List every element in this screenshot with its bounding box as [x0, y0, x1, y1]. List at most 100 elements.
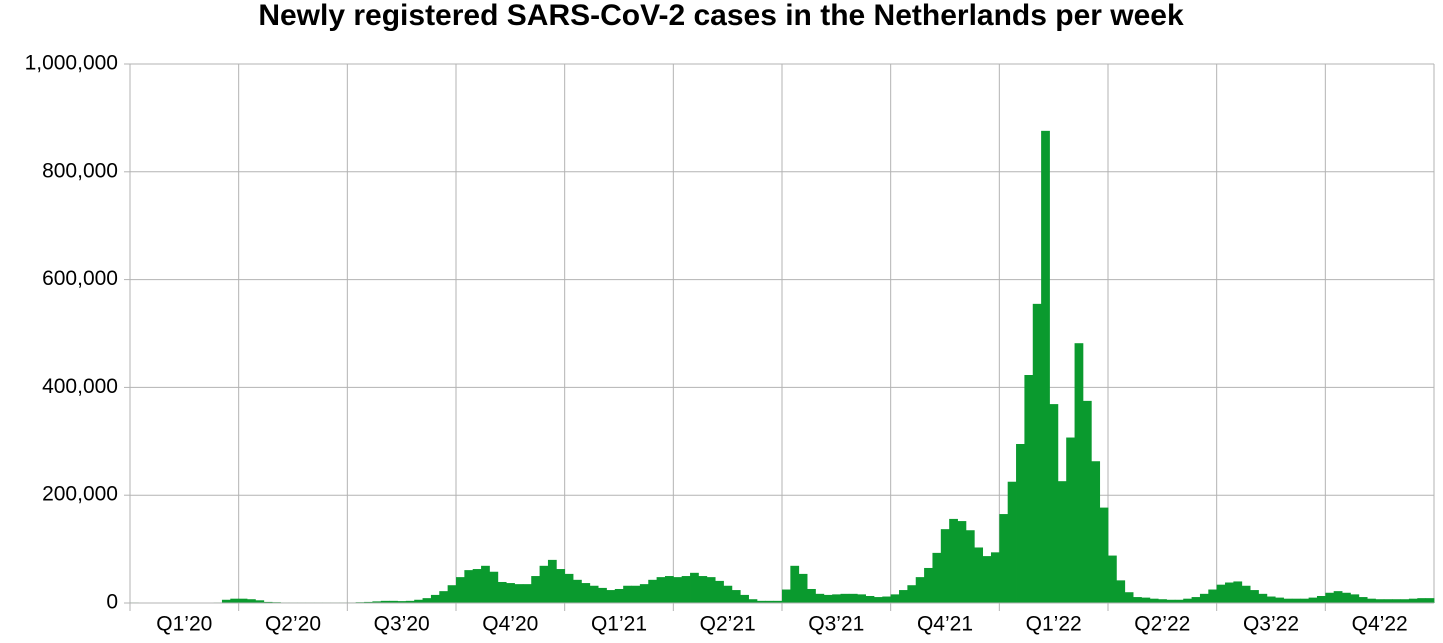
bar	[1250, 590, 1259, 603]
bar	[1350, 594, 1360, 603]
bar	[1308, 597, 1318, 603]
bar	[648, 579, 658, 603]
bar	[1066, 437, 1075, 603]
x-tick-label: Q1’20	[156, 613, 212, 636]
bar	[1041, 130, 1050, 603]
bar	[1199, 593, 1209, 603]
y-tick-label: 0	[106, 591, 118, 614]
bar	[656, 577, 666, 603]
bar	[873, 597, 883, 603]
bar	[430, 594, 440, 603]
bar	[907, 585, 917, 603]
bar	[664, 576, 674, 603]
chart-title: Newly registered SARS-CoV-2 cases in the…	[258, 0, 1184, 32]
bar	[1291, 598, 1301, 603]
bar	[840, 593, 850, 603]
bar	[439, 591, 449, 603]
x-tick-label: Q1’22	[1026, 613, 1082, 636]
bar	[1333, 591, 1343, 603]
x-tick-label: Q1’21	[591, 613, 647, 636]
bar	[364, 601, 373, 603]
bar	[740, 594, 749, 603]
bar	[514, 584, 524, 603]
bar	[614, 588, 624, 603]
bar	[848, 593, 858, 603]
bar	[414, 599, 423, 603]
bar	[1283, 598, 1293, 603]
bar	[564, 573, 574, 603]
bar	[631, 585, 641, 603]
bar	[1417, 598, 1427, 603]
bar	[1316, 595, 1326, 603]
bar	[1091, 461, 1101, 603]
bar	[1191, 597, 1201, 603]
bar	[715, 580, 724, 603]
bar	[263, 601, 273, 603]
bar	[899, 590, 908, 603]
bar	[389, 600, 398, 603]
bar	[1358, 597, 1368, 603]
bar	[698, 576, 708, 603]
bar	[1057, 481, 1067, 603]
bar	[924, 567, 933, 603]
bar	[464, 570, 474, 603]
bar	[882, 596, 892, 603]
bar	[1174, 599, 1184, 603]
bar	[581, 583, 591, 603]
y-tick-label: 200,000	[42, 483, 118, 506]
bar	[1275, 597, 1284, 603]
bar	[255, 600, 265, 603]
bar	[857, 594, 866, 603]
y-tick-label: 1,000,000	[25, 52, 118, 75]
bar	[497, 581, 507, 603]
y-tick-label: 800,000	[42, 159, 118, 182]
bar	[832, 594, 841, 603]
bar	[890, 594, 900, 603]
bar	[1367, 598, 1376, 603]
bar	[731, 590, 741, 603]
bar	[397, 601, 407, 603]
bar	[1208, 589, 1218, 603]
bar	[422, 598, 432, 603]
bar	[790, 565, 800, 603]
bar	[1149, 598, 1159, 603]
x-tick-label: Q4’20	[482, 613, 538, 636]
bar	[673, 577, 683, 603]
bar	[1392, 599, 1401, 603]
bar	[456, 577, 465, 603]
bar	[915, 577, 925, 603]
bar	[823, 594, 833, 603]
bar	[807, 588, 816, 603]
bar	[1408, 598, 1418, 603]
bar	[623, 585, 632, 603]
bar	[1074, 343, 1084, 603]
bar	[547, 559, 557, 603]
x-tick-label: Q3’21	[808, 613, 864, 636]
bar	[1108, 555, 1117, 603]
bar	[522, 584, 532, 603]
bar	[380, 600, 390, 603]
x-tick-label: Q2’20	[265, 613, 321, 636]
bar	[1266, 596, 1276, 603]
bar	[965, 530, 975, 603]
bar	[1099, 507, 1109, 603]
bar	[1116, 580, 1126, 603]
y-tick-label: 400,000	[42, 375, 118, 398]
bar	[815, 593, 825, 603]
bar	[1166, 599, 1176, 603]
bar	[949, 518, 958, 603]
bar	[1124, 592, 1134, 603]
bar	[773, 600, 783, 603]
bar	[1032, 303, 1042, 603]
bar	[723, 585, 733, 603]
bar	[1024, 375, 1034, 603]
bar	[1383, 599, 1393, 603]
bar	[238, 598, 248, 603]
bar	[1141, 597, 1151, 603]
bar	[1016, 443, 1025, 603]
bar	[472, 569, 482, 603]
bar	[1049, 404, 1059, 603]
y-tick-label: 600,000	[42, 267, 118, 290]
bar	[782, 589, 791, 603]
